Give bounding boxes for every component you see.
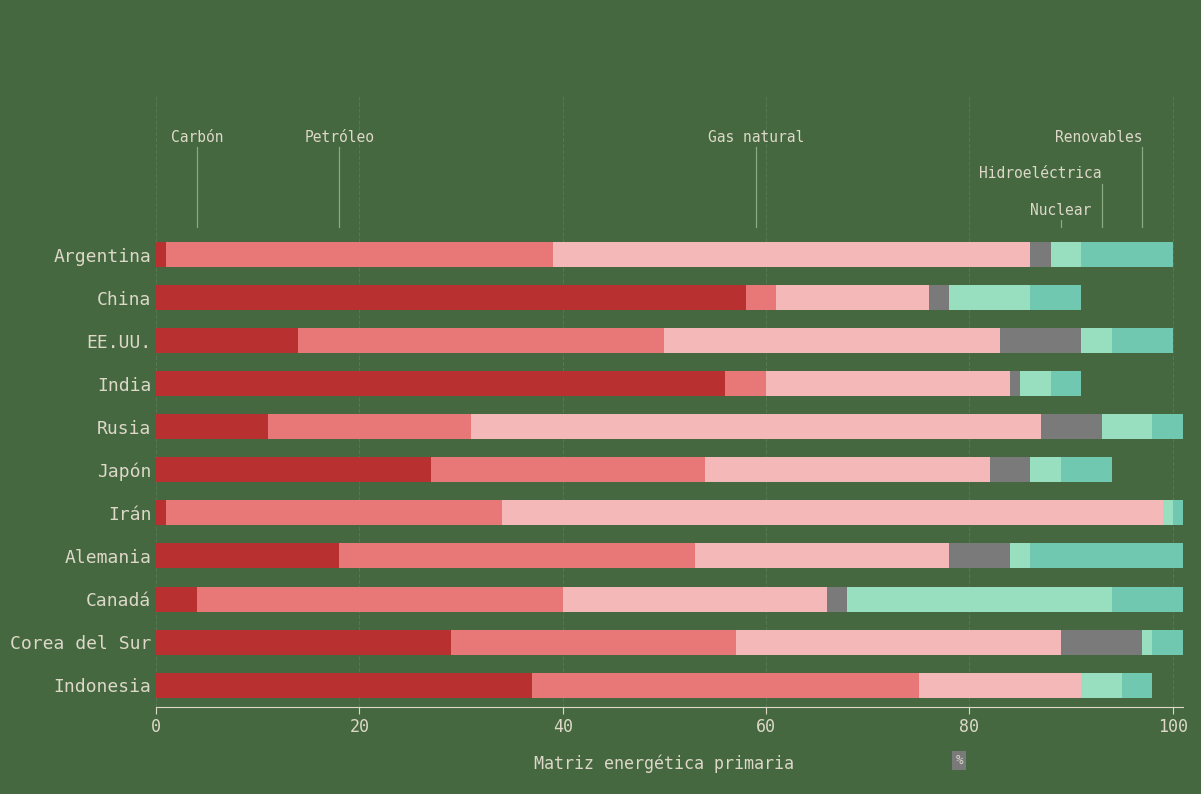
- Bar: [1122, 673, 1153, 698]
- Bar: [1030, 285, 1081, 310]
- Bar: [827, 587, 848, 611]
- Bar: [1060, 630, 1142, 654]
- Text: %: %: [956, 754, 963, 767]
- Bar: [949, 543, 1010, 569]
- Bar: [1060, 457, 1112, 482]
- Bar: [532, 673, 919, 698]
- Bar: [1153, 414, 1193, 439]
- Bar: [156, 673, 532, 698]
- Bar: [552, 242, 1030, 267]
- Bar: [156, 414, 268, 439]
- Text: Renovables: Renovables: [1054, 129, 1142, 145]
- Bar: [1153, 630, 1193, 654]
- Bar: [1040, 414, 1101, 439]
- Bar: [705, 457, 990, 482]
- Bar: [1000, 328, 1081, 353]
- Bar: [746, 285, 776, 310]
- Bar: [339, 543, 695, 569]
- Bar: [166, 242, 552, 267]
- Bar: [197, 587, 563, 611]
- Bar: [1142, 630, 1153, 654]
- Bar: [268, 414, 471, 439]
- Bar: [1030, 457, 1060, 482]
- Bar: [166, 500, 502, 526]
- Bar: [471, 414, 1040, 439]
- Bar: [156, 587, 197, 611]
- Bar: [1101, 414, 1153, 439]
- Bar: [990, 457, 1030, 482]
- Bar: [1112, 328, 1173, 353]
- Bar: [766, 372, 1010, 396]
- Bar: [848, 587, 1112, 611]
- Bar: [928, 285, 949, 310]
- Bar: [919, 673, 1081, 698]
- Bar: [299, 328, 664, 353]
- Bar: [736, 630, 1060, 654]
- Bar: [156, 372, 725, 396]
- Bar: [1051, 372, 1081, 396]
- Bar: [776, 285, 928, 310]
- Bar: [1021, 372, 1051, 396]
- Bar: [156, 500, 166, 526]
- Bar: [156, 543, 339, 569]
- Bar: [1163, 500, 1173, 526]
- Bar: [725, 372, 766, 396]
- Text: Petróleo: Petróleo: [304, 129, 375, 145]
- Bar: [695, 543, 949, 569]
- Text: Carbón: Carbón: [171, 129, 223, 145]
- Bar: [156, 285, 746, 310]
- Bar: [1112, 587, 1201, 611]
- Bar: [1010, 372, 1021, 396]
- Bar: [1081, 242, 1173, 267]
- Bar: [1081, 673, 1122, 698]
- Bar: [1173, 500, 1183, 526]
- Bar: [156, 457, 431, 482]
- Text: Nuclear: Nuclear: [1030, 203, 1092, 218]
- Bar: [1030, 543, 1193, 569]
- Text: Hidroeléctrica: Hidroeléctrica: [979, 167, 1101, 181]
- Bar: [1030, 242, 1051, 267]
- Bar: [156, 328, 299, 353]
- Bar: [156, 242, 166, 267]
- Bar: [949, 285, 1030, 310]
- Bar: [664, 328, 1000, 353]
- Bar: [1081, 328, 1112, 353]
- Text: Gas natural: Gas natural: [707, 129, 805, 145]
- Bar: [563, 587, 827, 611]
- Bar: [431, 457, 705, 482]
- Text: Matriz energética primaria: Matriz energética primaria: [534, 754, 795, 773]
- Bar: [502, 500, 1163, 526]
- Bar: [1010, 543, 1030, 569]
- Bar: [1051, 242, 1081, 267]
- Bar: [450, 630, 736, 654]
- Bar: [156, 630, 450, 654]
